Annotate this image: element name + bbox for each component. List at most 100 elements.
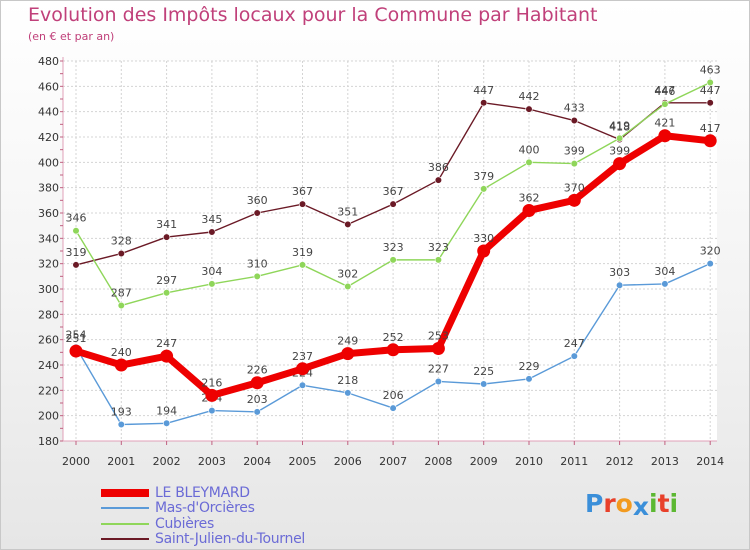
y-tick-label: 400 <box>38 156 59 169</box>
data-point <box>117 301 125 310</box>
data-point <box>570 160 578 168</box>
data-point <box>480 99 488 107</box>
data-label: 304 <box>201 265 222 278</box>
data-point <box>477 244 491 258</box>
data-label: 447 <box>654 84 675 97</box>
data-point <box>253 272 261 280</box>
data-point <box>525 105 533 113</box>
x-tick-label: 2013 <box>651 455 679 468</box>
data-label: 345 <box>201 213 222 226</box>
data-point <box>613 157 627 171</box>
data-label: 218 <box>337 374 358 387</box>
data-label: 203 <box>247 393 268 406</box>
data-point <box>480 185 488 193</box>
x-tick-label: 2012 <box>606 455 634 468</box>
data-point <box>480 380 488 388</box>
data-label: 417 <box>700 122 721 135</box>
data-label: 351 <box>337 205 358 218</box>
x-tick-label: 2002 <box>153 455 181 468</box>
data-point <box>434 176 443 184</box>
data-point <box>661 100 669 108</box>
data-label: 193 <box>111 406 132 419</box>
data-point <box>570 352 578 360</box>
data-label: 399 <box>609 145 630 158</box>
data-point <box>72 261 80 269</box>
data-point <box>615 134 624 142</box>
data-label: 379 <box>473 170 494 183</box>
data-point <box>434 377 443 386</box>
logo-letter: i <box>649 489 658 518</box>
data-label: 421 <box>654 117 675 130</box>
x-tick-label: 2006 <box>334 455 362 468</box>
data-point <box>570 116 578 125</box>
data-label: 247 <box>156 337 177 350</box>
data-point <box>341 347 355 361</box>
data-label: 319 <box>292 246 313 259</box>
logo-letter: i <box>669 489 679 518</box>
data-label: 304 <box>654 265 675 278</box>
data-label: 400 <box>519 143 540 156</box>
y-tick-label: 320 <box>38 258 59 271</box>
data-label: 433 <box>564 102 585 115</box>
data-label: 252 <box>383 331 404 344</box>
data-label: 229 <box>519 360 540 373</box>
data-point <box>114 358 128 372</box>
data-label: 310 <box>247 257 268 270</box>
data-label: 249 <box>337 335 358 348</box>
logo-letter: r <box>603 489 616 518</box>
data-label: 367 <box>383 185 404 198</box>
x-tick-label: 2008 <box>424 455 452 468</box>
series-le-bleymard: 251 240 247 216 226 237 249 252 253 330 362 370 399 4… <box>66 117 721 402</box>
data-label: 287 <box>111 286 132 299</box>
chart-subtitle: (en € et par an) <box>28 30 115 43</box>
data-point <box>389 256 397 264</box>
data-label: 303 <box>609 266 630 279</box>
x-tick-label: 2003 <box>198 455 226 468</box>
data-point <box>386 343 400 357</box>
x-tick-label: 2009 <box>470 455 498 468</box>
legend-label: Cubières <box>155 515 214 532</box>
data-label: 399 <box>564 145 585 158</box>
y-tick-label: 180 <box>38 435 59 448</box>
data-label: 370 <box>564 181 585 194</box>
data-point <box>163 289 171 297</box>
data-point <box>344 389 352 397</box>
data-label: 362 <box>519 191 540 204</box>
data-point <box>208 407 216 415</box>
data-point <box>706 99 714 107</box>
y-tick-label: 240 <box>38 359 59 372</box>
data-label: 297 <box>156 274 177 287</box>
legend-swatch <box>101 507 149 510</box>
data-point <box>525 158 533 166</box>
y-tick-label: 340 <box>38 232 59 245</box>
data-point <box>298 200 307 208</box>
data-point <box>117 249 125 258</box>
data-point <box>389 404 397 412</box>
data-label: 225 <box>473 365 494 378</box>
chart-legend: LE BLEYMARD Mas-d'Orcières Cubières Saint-J… <box>101 485 305 547</box>
data-label: 216 <box>201 376 222 389</box>
y-tick-label: 460 <box>38 80 59 93</box>
data-point <box>661 280 669 288</box>
x-tick-label: 2007 <box>379 455 407 468</box>
data-label: 240 <box>111 346 132 359</box>
legend-item: LE BLEYMARD <box>101 485 305 501</box>
x-tick-label: 2004 <box>243 455 271 468</box>
y-tick-label: 420 <box>38 131 59 144</box>
data-label: 419 <box>609 119 630 132</box>
x-tick-label: 2000 <box>62 455 90 468</box>
data-label: 447 <box>700 84 721 97</box>
data-label: 319 <box>66 246 87 259</box>
x-tick-label: 2010 <box>515 455 543 468</box>
data-label: 323 <box>428 241 449 254</box>
data-label: 463 <box>700 64 721 77</box>
data-label: 346 <box>66 212 87 225</box>
data-point <box>208 228 216 236</box>
data-point <box>567 193 581 207</box>
y-tick-label: 360 <box>38 207 59 220</box>
y-tick-label: 200 <box>38 410 59 423</box>
data-label: 367 <box>292 185 313 198</box>
